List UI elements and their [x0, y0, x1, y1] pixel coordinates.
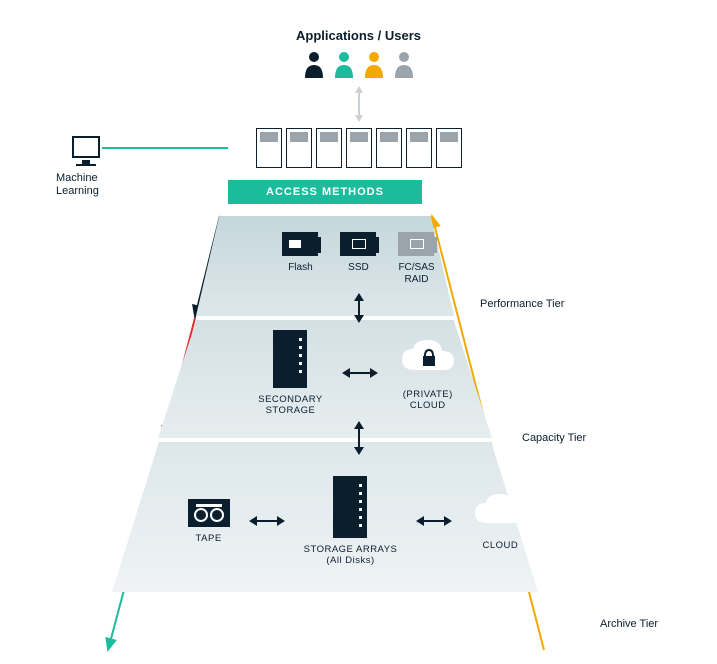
access-methods-bar: ACCESS METHODS: [228, 180, 422, 204]
label: TAPE: [188, 533, 230, 544]
tier-archive-items: TAPE STORAGE ARRAYS (All Disks) CLOUD: [0, 476, 717, 567]
server-icon: [346, 128, 372, 168]
storage-box-icon: [273, 330, 307, 388]
item-cloud: CLOUD: [471, 491, 529, 551]
text: (All Disks): [326, 555, 374, 566]
bidir-arrow-icon: [248, 513, 286, 529]
label: CLOUD: [471, 540, 529, 551]
tape-icon: [188, 499, 230, 527]
card-icon: [398, 232, 434, 256]
server-icon: [256, 128, 282, 168]
tier-label-performance: Performance Tier: [480, 298, 564, 310]
text: Learning: [56, 185, 99, 197]
ml-label: Machine Learning: [56, 172, 99, 198]
bidir-arrow-icon: [415, 513, 453, 529]
tier-label-archive: Archive Tier: [600, 618, 658, 630]
tier-divider: [158, 438, 492, 442]
tier-performance-items: Flash SSD FC/SAS RAID: [0, 232, 717, 285]
card-icon: [340, 232, 376, 256]
bidir-arrow-icon: [349, 420, 369, 456]
item-tape: TAPE: [188, 499, 230, 544]
text: Machine: [56, 172, 98, 184]
person-icon: [363, 50, 385, 78]
ml-connector: [102, 147, 228, 149]
server-icon: [316, 128, 342, 168]
person-icon: [303, 50, 325, 78]
item-secondary-storage: SECONDARY STORAGE: [258, 330, 323, 417]
label: Flash: [282, 262, 318, 274]
item-ssd: SSD: [340, 232, 376, 285]
label: SSD: [340, 262, 376, 274]
people-row: [0, 50, 717, 78]
text: STORAGE: [266, 405, 316, 416]
text: STORAGE ARRAYS: [304, 544, 398, 555]
bidir-arrow-icon: [341, 365, 379, 381]
diagram-title: Applications / Users: [0, 28, 717, 43]
card-icon: [282, 232, 318, 256]
monitor-icon: [76, 164, 96, 166]
server-icon: [406, 128, 432, 168]
item-flash: Flash: [282, 232, 318, 285]
label: FC/SAS RAID: [398, 262, 434, 285]
monitor-icon: [72, 136, 100, 158]
storage-box-icon: [333, 476, 367, 538]
cloud-lock-icon: [397, 336, 459, 378]
label: SECONDARY STORAGE: [258, 394, 323, 417]
person-icon: [393, 50, 415, 78]
server-icon: [436, 128, 462, 168]
label: (PRIVATE) CLOUD: [397, 389, 459, 412]
item-storage-arrays: STORAGE ARRAYS (All Disks): [304, 476, 398, 567]
tier-divider: [196, 316, 454, 320]
person-icon: [333, 50, 355, 78]
item-fcsas: FC/SAS RAID: [398, 232, 434, 285]
bidir-arrow-icon: [349, 292, 369, 324]
bidir-arrow-icon: [349, 84, 369, 124]
text: RAID: [405, 274, 429, 285]
text: SECONDARY: [258, 394, 323, 405]
server-icon: [376, 128, 402, 168]
text: CLOUD: [410, 400, 446, 411]
cloud-icon: [471, 491, 529, 529]
text: FC/SAS: [398, 262, 434, 273]
tier-label-capacity: Capacity Tier: [522, 432, 586, 444]
label: STORAGE ARRAYS (All Disks): [304, 544, 398, 567]
tier-capacity-items: SECONDARY STORAGE (PRIVATE) CLOUD: [0, 330, 717, 417]
server-icon: [286, 128, 312, 168]
text: (PRIVATE): [403, 389, 453, 400]
item-private-cloud: (PRIVATE) CLOUD: [397, 336, 459, 412]
